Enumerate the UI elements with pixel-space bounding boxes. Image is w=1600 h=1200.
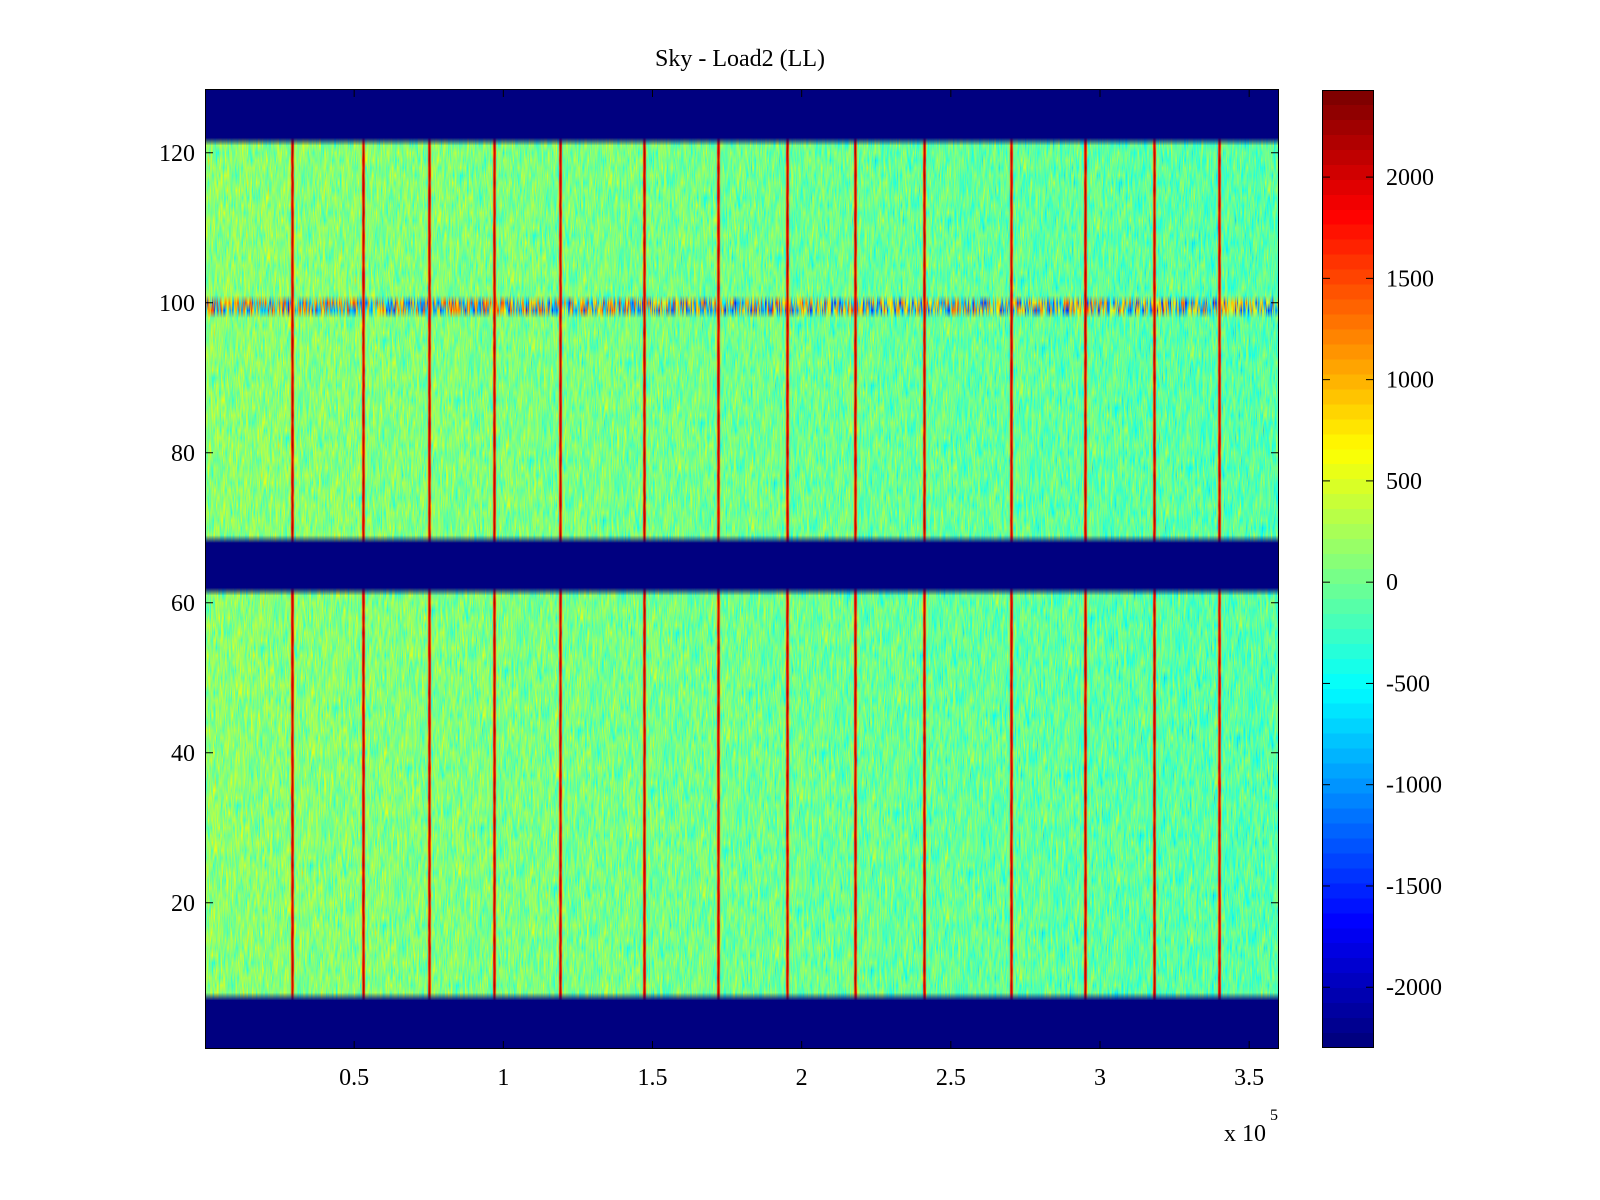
y-tick-label: 80 [171, 441, 195, 467]
x-tick-label: 3 [1094, 1065, 1106, 1091]
y-tick-label: 20 [171, 891, 195, 917]
x-axis-multiplier: x 10 5 [1224, 1107, 1278, 1147]
colorbar-tick-label: 1500 [1386, 266, 1434, 292]
y-tick-label: 60 [171, 591, 195, 617]
colorbar-tick-label: 0 [1386, 570, 1398, 596]
colorbar-tick-label: 2000 [1386, 165, 1434, 191]
x-tick-label: 2 [796, 1065, 808, 1091]
colorbar-frame [1322, 90, 1374, 1048]
colorbar-tick-label: -500 [1386, 671, 1430, 697]
chart-title: Sky - Load2 (LL) [655, 46, 825, 72]
colorbar: -2000 -1500 -1000 -500 0 500 1000 1500 2000 [1322, 90, 1442, 1048]
x-tick-label: 2.5 [936, 1065, 966, 1091]
x-axis-ticks: 0.5 1 1.5 2 2.5 3 3.5 [339, 89, 1264, 1091]
y-tick-label: 120 [159, 141, 195, 167]
y-tick-label: 40 [171, 741, 195, 767]
x-tick-label: 3.5 [1234, 1065, 1264, 1091]
plot-area [205, 89, 1279, 1049]
colorbar-tick-label: 1000 [1386, 368, 1434, 394]
colorbar-ticks: -2000 -1500 -1000 -500 0 500 1000 1500 2000 [1322, 165, 1442, 1001]
x-tick-label: 0.5 [339, 1065, 369, 1091]
y-tick-label: 100 [159, 291, 195, 317]
x-multiplier-exponent: 5 [1270, 1107, 1278, 1124]
colorbar-tick-label: 500 [1386, 469, 1422, 495]
colorbar-tick-label: -1000 [1386, 773, 1442, 799]
colorbar-tick-label: -1500 [1386, 874, 1442, 900]
colorbar-gradient [1322, 90, 1374, 1048]
y-axis-ticks: 20 40 60 80 100 120 [159, 141, 1279, 917]
colorbar-tick-label: -2000 [1386, 975, 1442, 1001]
heatmap-image [205, 89, 1279, 1049]
x-multiplier-base: x 10 [1224, 1121, 1266, 1147]
x-tick-label: 1.5 [638, 1065, 668, 1091]
x-tick-label: 1 [497, 1065, 509, 1091]
plot-frame [205, 89, 1279, 1049]
